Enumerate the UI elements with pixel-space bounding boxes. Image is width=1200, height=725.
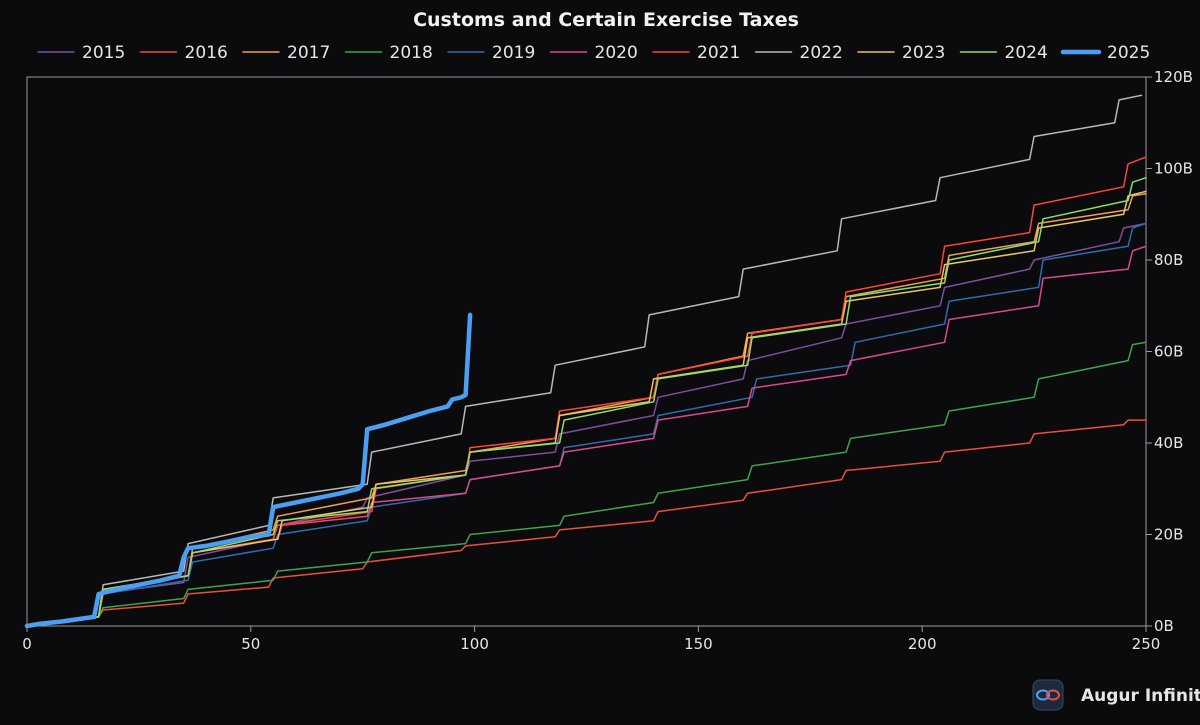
legend-item-2015[interactable]: 2015 xyxy=(37,43,125,63)
legend-label: 2017 xyxy=(287,43,330,63)
x-axis: 0 50 100 150 200 250 xyxy=(22,626,1160,653)
y-tick-label: 80B xyxy=(1154,251,1183,269)
series-line-2018 xyxy=(26,341,1147,627)
y-tick-label: 40B xyxy=(1154,434,1183,452)
legend-item-2021[interactable]: 2021 xyxy=(652,43,740,63)
x-tick-label: 150 xyxy=(684,635,713,653)
legend-label: 2023 xyxy=(902,43,945,63)
series-group xyxy=(24,94,1147,629)
legend-label: 2025 xyxy=(1107,43,1150,63)
series-line-2019 xyxy=(26,222,1147,627)
legend-item-2019[interactable]: 2019 xyxy=(447,43,535,63)
legend-label: 2015 xyxy=(82,43,125,63)
x-tick-label: 100 xyxy=(460,635,489,653)
legend-item-2025[interactable]: 2025 xyxy=(1060,43,1150,63)
y-tick-label: 100B xyxy=(1154,160,1193,178)
legend-item-2024[interactable]: 2024 xyxy=(959,43,1048,63)
series-line-2025 xyxy=(24,312,473,629)
legend-label: 2020 xyxy=(595,43,638,63)
legend-label: 2024 xyxy=(1005,43,1048,63)
infinity-icon xyxy=(1036,689,1060,701)
legend-item-2023[interactable]: 2023 xyxy=(857,43,945,63)
plot-frame xyxy=(26,76,1147,627)
x-tick-label: 0 xyxy=(22,635,32,653)
legend-item-2020[interactable]: 2020 xyxy=(549,43,638,63)
series-line-2016 xyxy=(26,419,1147,627)
y-tick-label: 20B xyxy=(1154,526,1183,544)
series-line-2024 xyxy=(26,176,1147,627)
legend-label: 2021 xyxy=(697,43,740,63)
x-tick-label: 250 xyxy=(1132,635,1161,653)
legend-label: 2016 xyxy=(185,43,228,63)
series-line-2020 xyxy=(26,245,1147,627)
legend: 2015 2016 2017 2018 2019 2020 2021 2022 2023 2024… xyxy=(37,43,1150,63)
legend-item-2017[interactable]: 2017 xyxy=(242,43,330,63)
legend-label: 2018 xyxy=(390,43,433,63)
series-line-2023 xyxy=(26,190,1147,627)
series-line-2022 xyxy=(26,94,1143,627)
legend-label: 2022 xyxy=(800,43,843,63)
x-tick-label: 50 xyxy=(241,635,260,653)
y-tick-label: 120B xyxy=(1154,68,1193,86)
series-line-2015 xyxy=(26,222,1147,627)
y-tick-label: 60B xyxy=(1154,343,1183,361)
watermark: Augur Infinity xyxy=(1032,679,1200,711)
x-tick-label: 200 xyxy=(908,635,937,653)
legend-item-2016[interactable]: 2016 xyxy=(139,43,228,63)
brand-name: Augur Infinity xyxy=(1081,686,1200,706)
y-tick-label: 0B xyxy=(1154,617,1174,635)
legend-label: 2019 xyxy=(492,43,535,63)
legend-item-2018[interactable]: 2018 xyxy=(344,43,433,63)
chart-title: Customs and Certain Exercise Taxes xyxy=(413,9,799,31)
legend-item-2022[interactable]: 2022 xyxy=(754,43,843,63)
y-axis: 0B 20B 40B 60B 80B 100B 120B xyxy=(1146,68,1193,635)
